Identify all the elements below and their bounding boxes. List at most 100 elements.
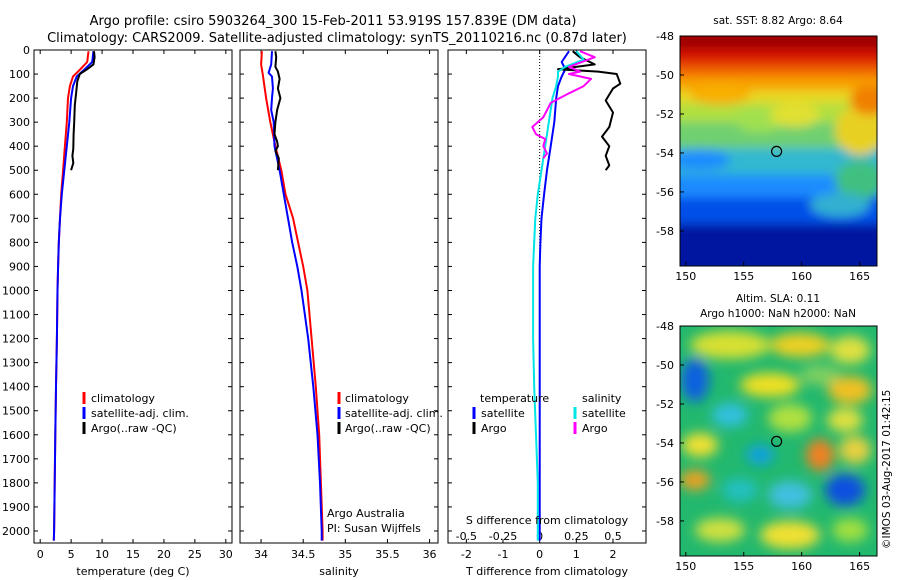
legend-header-temperature: temperature	[480, 392, 549, 405]
y-tick-label: 600	[9, 188, 30, 201]
series-line-argo	[531, 50, 596, 159]
x-tick-label: 10	[95, 548, 109, 561]
y-tick-label: 400	[9, 140, 30, 153]
y-tick-label: -48	[656, 30, 674, 43]
sla-map-frame	[679, 325, 878, 557]
x-tick-label: 30	[219, 548, 233, 561]
y-tick-label: -56	[656, 186, 674, 199]
legend-label-s-argo: Argo	[582, 422, 608, 435]
salinity-profiles	[260, 51, 324, 541]
y-tick-label: 1600	[2, 429, 30, 442]
x2-tick-label: 0.25	[564, 530, 589, 543]
sla-map-ticks: 150 155 160 165 -48 -50 -52 -54 -56 -58	[656, 320, 870, 573]
temperature-legend: climatology satellite-adj. clim. Argo(..…	[82, 392, 189, 435]
salinity-xlabel: salinity	[319, 565, 359, 578]
y-tick-label: -58	[656, 515, 674, 528]
legend-label-t-satellite: satellite	[481, 407, 525, 420]
x-tick-label: 15	[126, 548, 140, 561]
sst-map-title: sat. SST: 8.82 Argo: 8.64	[713, 15, 843, 27]
series-line-climatology	[260, 51, 324, 541]
sla-map-title-line-2: Argo h1000: NaN h2000: NaN	[700, 308, 856, 320]
x-tick-label: 2	[610, 548, 617, 561]
x-tick-label: 35	[338, 548, 352, 561]
series-line-argo-raw-qc-	[70, 51, 96, 171]
y-tick-label: 1000	[2, 284, 30, 297]
sla-map	[680, 326, 877, 556]
x-tick-label: 34.5	[291, 548, 316, 561]
x-tick-label: 155	[733, 270, 754, 283]
title-line-2: Climatology: CARS2009. Satellite-adjuste…	[47, 31, 627, 46]
x-tick-label: 0	[37, 548, 44, 561]
x-tick-label: 1	[573, 548, 580, 561]
y-tick-label: -58	[656, 225, 674, 238]
y-tick-label: -54	[656, 147, 674, 160]
y-tick-label: 1700	[2, 453, 30, 466]
y-tick-label: -48	[656, 320, 674, 333]
legend-label-argo: Argo(..raw -QC)	[345, 422, 431, 435]
salinity-axis-ticks: 34 34.5 35 35.5 36	[240, 49, 438, 561]
legend-label-s-satellite: satellite	[582, 407, 626, 420]
institute-label: Argo Australia	[327, 507, 405, 520]
legend-label-argo: Argo(..raw -QC)	[91, 422, 177, 435]
series-line-argo-raw-qc-	[273, 51, 282, 171]
y-tick-label: -52	[656, 398, 674, 411]
y-tick-label: 1200	[2, 333, 30, 346]
difference-panel	[447, 49, 647, 544]
x-tick-label: 20	[157, 548, 171, 561]
y-tick-label: 1800	[2, 477, 30, 490]
x-tick-label: 34	[254, 548, 268, 561]
series-line-argo	[557, 50, 622, 171]
x-tick-label: 160	[791, 560, 812, 573]
legend-label-satellite: satellite-adj. clim.	[91, 407, 189, 420]
x-tick-label: -2	[461, 548, 472, 561]
legend-label-climatology: climatology	[91, 392, 155, 405]
y-tick-label: 2000	[2, 525, 30, 538]
sst-map-ticks: 150 155 160 165 -48 -50 -52 -54 -56 -58	[656, 30, 870, 283]
y-tick-label: -56	[656, 476, 674, 489]
legend-label-t-argo: Argo	[481, 422, 507, 435]
y-tick-label: -50	[656, 359, 674, 372]
y-tick-label: 200	[9, 92, 30, 105]
y-tick-label: 800	[9, 236, 30, 249]
difference-legend: temperature salinity satellite Argo sate…	[472, 392, 626, 435]
temperature-profiles	[52, 51, 96, 541]
y-tick-label: 300	[9, 116, 30, 129]
y-tick-label: -54	[656, 437, 674, 450]
y-tick-label: 100	[9, 68, 30, 81]
y-tick-label: 700	[9, 212, 30, 225]
x-tick-label: 165	[849, 560, 870, 573]
y-tick-label: 1500	[2, 405, 30, 418]
x-tick-label: 155	[733, 560, 754, 573]
y-tick-label: 1300	[2, 357, 30, 370]
x-tick-label: 0	[536, 548, 543, 561]
x-tick-label: 25	[188, 548, 202, 561]
difference-profiles	[531, 50, 622, 541]
title-line-1: Argo profile: csiro 5903264_300 15-Feb-2…	[90, 14, 577, 29]
temperature-axis-ticks: 0 5 10 15 20 25 300100200300400500600700800900…	[2, 44, 233, 561]
temperature-xlabel: temperature (deg C)	[76, 565, 189, 578]
sst-map-frame	[679, 35, 878, 267]
x-tick-label: 5	[68, 548, 75, 561]
sst-map	[680, 36, 877, 266]
y-tick-label: 0	[23, 44, 30, 57]
legend-header-salinity: salinity	[582, 392, 622, 405]
x-tick-label: -1	[498, 548, 509, 561]
legend-label-climatology: climatology	[345, 392, 409, 405]
x-tick-label: 150	[675, 560, 696, 573]
y-tick-label: 900	[9, 260, 30, 273]
series-line-satellite-adj-clim-	[267, 51, 323, 541]
sla-map-title-line-1: Altim. SLA: 0.11	[736, 293, 820, 305]
series-line-satellite	[538, 50, 570, 541]
y-tick-label: 1400	[2, 381, 30, 394]
difference-xlabel: T difference from climatology	[465, 565, 628, 578]
y-tick-label: 500	[9, 164, 30, 177]
x2-tick-label: 0.5	[604, 530, 622, 543]
argo-position-marker	[770, 435, 783, 447]
x2-tick-label: -0.5	[456, 530, 477, 543]
y-tick-label: 1900	[2, 501, 30, 514]
y-tick-label: -52	[656, 108, 674, 121]
x-tick-label: 35.5	[375, 548, 400, 561]
x-tick-label: 160	[791, 270, 812, 283]
temperature-panel	[33, 49, 233, 544]
